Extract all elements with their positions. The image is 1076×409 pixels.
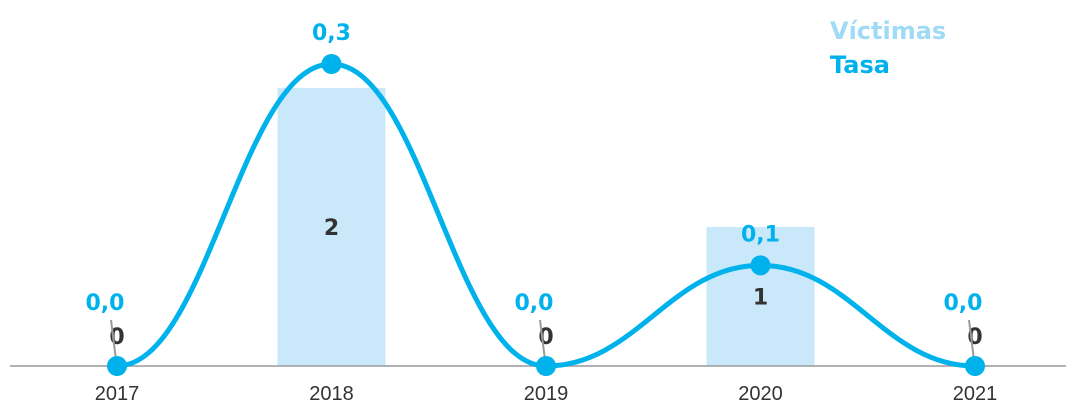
rate-line (117, 64, 975, 366)
rate-value-label: 0,3 (312, 21, 351, 46)
rate-value-label: 0,1 (741, 222, 780, 247)
x-tick-label: 2017 (95, 383, 140, 405)
legend: Víctimas Tasa (830, 14, 946, 82)
rate-value-label: 0,0 (944, 291, 983, 316)
x-tick-labels-layer: 2017 2018 2019 2020 2021 (95, 383, 998, 405)
x-tick-label: 2020 (738, 383, 783, 405)
bar-value-label: 1 (753, 286, 768, 311)
x-tick-label: 2019 (524, 383, 569, 405)
legend-tasa[interactable]: Tasa (830, 48, 946, 82)
rate-point-2021[interactable] (965, 356, 985, 376)
rate-value-label: 0,0 (515, 291, 554, 316)
rate-point-2017[interactable] (107, 356, 127, 376)
rate-point-2018[interactable] (322, 54, 342, 74)
x-tick-label: 2018 (309, 383, 354, 405)
rate-value-label: 0,0 (86, 291, 125, 316)
rate-point-2020[interactable] (751, 255, 771, 275)
x-tick-label: 2021 (953, 383, 998, 405)
legend-victimas[interactable]: Víctimas (830, 14, 946, 48)
bar-value-label: 2 (324, 216, 339, 241)
rate-point-2019[interactable] (536, 356, 556, 376)
